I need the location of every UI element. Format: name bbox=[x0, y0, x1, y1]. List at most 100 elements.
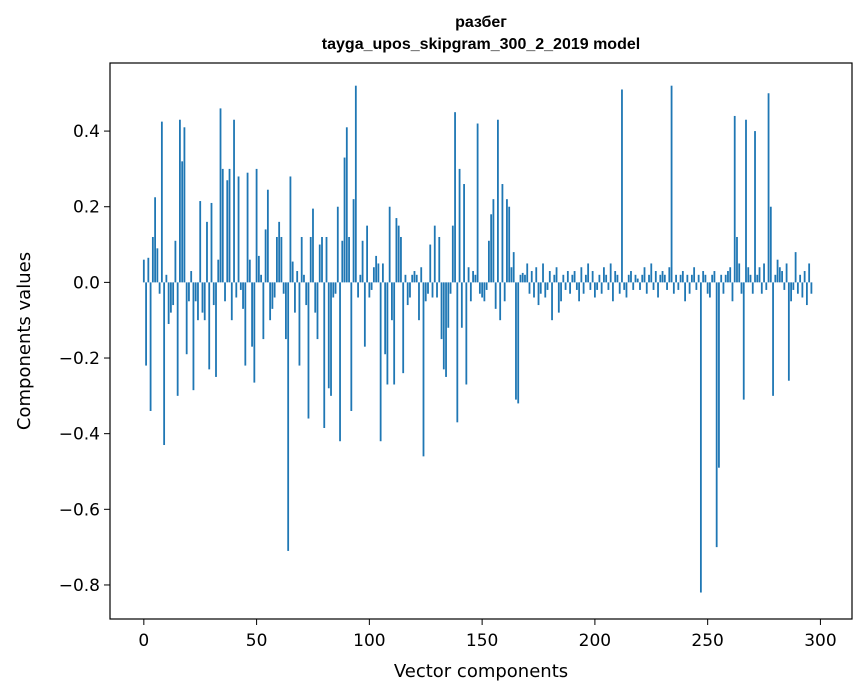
bar-247 bbox=[699, 282, 702, 593]
bar-23 bbox=[194, 282, 197, 302]
bar-130 bbox=[436, 282, 438, 298]
bar-256 bbox=[720, 274, 723, 283]
x-tick-label-200: 200 bbox=[579, 631, 611, 651]
bar-289 bbox=[794, 252, 797, 283]
bar-34 bbox=[219, 108, 222, 283]
bar-83 bbox=[330, 282, 332, 396]
bar-90 bbox=[345, 127, 348, 283]
bar-155 bbox=[492, 199, 495, 283]
bar-119 bbox=[411, 274, 414, 283]
bar-252 bbox=[711, 274, 714, 283]
bar-224 bbox=[648, 274, 650, 283]
bar-249 bbox=[704, 274, 707, 283]
bar-209 bbox=[614, 271, 617, 283]
bar-137 bbox=[451, 225, 454, 283]
chart-subtitle: tayga_upos_skipgram_300_2_2019 model bbox=[322, 36, 640, 53]
bar-16 bbox=[179, 119, 181, 283]
bar-143 bbox=[465, 282, 468, 385]
bar-42 bbox=[237, 176, 240, 283]
bar-223 bbox=[645, 282, 648, 294]
bar-163 bbox=[510, 267, 513, 283]
bar-138 bbox=[454, 112, 456, 283]
bar-72 bbox=[305, 282, 308, 306]
bar-186 bbox=[562, 274, 565, 283]
bar-271 bbox=[754, 131, 756, 283]
bar-92 bbox=[350, 282, 353, 411]
bar-62 bbox=[282, 282, 285, 294]
bar-96 bbox=[359, 274, 362, 283]
bar-232 bbox=[666, 282, 668, 290]
bar-132 bbox=[440, 282, 443, 340]
bar-54 bbox=[264, 229, 267, 283]
bar-84 bbox=[332, 282, 335, 298]
y-axis-label: Components values bbox=[14, 252, 35, 430]
bar-94 bbox=[354, 85, 357, 283]
bar-261 bbox=[731, 282, 734, 302]
bar-295 bbox=[808, 263, 811, 283]
bar-273 bbox=[758, 267, 761, 283]
bar-19 bbox=[185, 282, 188, 355]
bar-13 bbox=[172, 282, 175, 306]
bar-51 bbox=[257, 255, 260, 283]
bar-57 bbox=[271, 282, 274, 309]
bar-167 bbox=[519, 274, 522, 283]
bar-264 bbox=[738, 263, 741, 283]
bar-75 bbox=[312, 208, 314, 283]
bar-147 bbox=[474, 274, 477, 283]
bar-156 bbox=[494, 282, 497, 309]
bar-274 bbox=[760, 282, 763, 294]
bar-36 bbox=[224, 282, 226, 302]
bar-73 bbox=[307, 282, 310, 419]
bar-216 bbox=[630, 271, 632, 283]
bar-120 bbox=[413, 271, 416, 283]
bar-253 bbox=[713, 271, 716, 283]
bar-28 bbox=[206, 221, 208, 283]
bar-215 bbox=[627, 274, 630, 283]
bar-38 bbox=[228, 168, 231, 283]
bar-248 bbox=[702, 271, 705, 283]
bar-233 bbox=[668, 267, 671, 283]
bar-86 bbox=[336, 206, 339, 283]
x-tick-label-50: 50 bbox=[246, 631, 268, 651]
bar-95 bbox=[357, 282, 359, 298]
bar-225 bbox=[650, 263, 653, 283]
bar-30 bbox=[210, 202, 213, 283]
bar-165 bbox=[515, 282, 517, 400]
bar-174 bbox=[535, 267, 538, 283]
bar-265 bbox=[740, 282, 743, 294]
bar-139 bbox=[456, 282, 459, 423]
bar-116 bbox=[404, 274, 407, 283]
bar-37 bbox=[226, 180, 229, 283]
bar-41 bbox=[235, 282, 238, 298]
bar-103 bbox=[375, 255, 378, 283]
y-tick-label-0.4: 0.4 bbox=[73, 122, 100, 142]
y-tick-label--0.6: −0.6 bbox=[59, 500, 100, 520]
x-tick-label-300: 300 bbox=[804, 631, 836, 651]
bar-231 bbox=[663, 274, 666, 283]
bar-272 bbox=[756, 274, 759, 283]
bar-151 bbox=[483, 282, 486, 302]
bar-122 bbox=[418, 282, 420, 321]
bar-98 bbox=[363, 282, 366, 347]
bar-241 bbox=[686, 274, 689, 283]
bar-200 bbox=[593, 282, 596, 298]
bar-162 bbox=[508, 206, 511, 283]
bar-195 bbox=[582, 282, 585, 294]
bar-287 bbox=[790, 282, 792, 302]
y-tick-label--0.8: −0.8 bbox=[59, 576, 100, 596]
bar-111 bbox=[393, 282, 396, 385]
bar-240 bbox=[684, 282, 686, 302]
bar-175 bbox=[537, 282, 540, 306]
bar-8 bbox=[160, 121, 163, 283]
bar-234 bbox=[670, 85, 673, 283]
bar-10 bbox=[165, 274, 168, 283]
bar-288 bbox=[792, 282, 795, 290]
bar-153 bbox=[487, 240, 490, 283]
bar-164 bbox=[512, 252, 515, 283]
bar-230 bbox=[661, 271, 664, 283]
bar-91 bbox=[348, 236, 350, 283]
chart-title: разбег bbox=[455, 14, 507, 31]
x-axis-label: Vector components bbox=[394, 661, 568, 682]
bar-77 bbox=[316, 282, 319, 340]
